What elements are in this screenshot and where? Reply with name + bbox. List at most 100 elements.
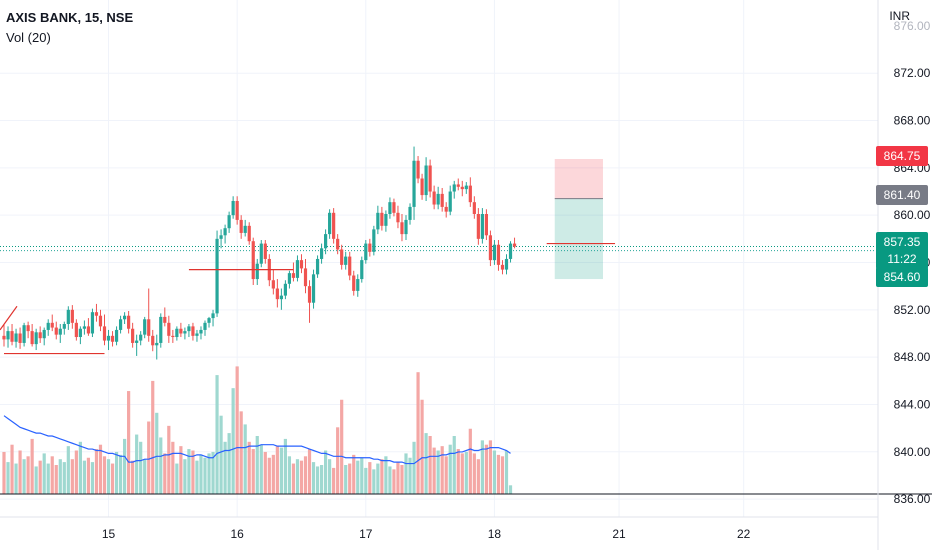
candle-body[interactable] <box>404 219 408 235</box>
candle-body[interactable] <box>147 319 151 336</box>
candle-body[interactable] <box>106 335 111 341</box>
candle-body[interactable] <box>324 234 328 249</box>
candle-body[interactable] <box>364 243 368 261</box>
candle-body[interactable] <box>299 260 304 269</box>
candle-body[interactable] <box>135 340 139 343</box>
candle-body[interactable] <box>151 335 155 346</box>
candle-body[interactable] <box>396 212 400 223</box>
candle-body[interactable] <box>448 191 452 212</box>
candle-body[interactable] <box>78 328 82 338</box>
candle-body[interactable] <box>500 264 505 270</box>
candle-body[interactable] <box>336 238 340 250</box>
candle-body[interactable] <box>235 200 239 220</box>
candle-body[interactable] <box>195 333 199 336</box>
candle-body[interactable] <box>143 319 147 335</box>
candle-body[interactable] <box>311 274 316 303</box>
candle-body[interactable] <box>408 206 412 220</box>
candle-body[interactable] <box>187 326 191 332</box>
candle-body[interactable] <box>372 229 376 252</box>
candle-body[interactable] <box>468 185 472 203</box>
candle-body[interactable] <box>263 243 267 259</box>
candle-body[interactable] <box>400 222 404 235</box>
candle-body[interactable] <box>436 193 440 205</box>
candle-body[interactable] <box>492 244 497 261</box>
candle-body[interactable] <box>444 206 448 212</box>
candle-body[interactable] <box>348 256 352 276</box>
candle-body[interactable] <box>412 160 416 207</box>
candle-body[interactable] <box>127 315 131 329</box>
candle-body[interactable] <box>307 286 312 303</box>
position-risk-zone[interactable] <box>554 158 603 199</box>
candle-body[interactable] <box>163 316 167 323</box>
candle-body[interactable] <box>319 248 324 259</box>
candle-body[interactable] <box>70 309 74 323</box>
candle-body[interactable] <box>22 325 26 343</box>
candle-body[interactable] <box>416 160 420 179</box>
candle-body[interactable] <box>496 244 501 265</box>
candle-body[interactable] <box>38 332 42 339</box>
candle-body[interactable] <box>167 322 171 336</box>
candle-body[interactable] <box>46 322 50 330</box>
candle-body[interactable] <box>94 312 99 316</box>
candle-body[interactable] <box>215 238 219 314</box>
candle-body[interactable] <box>472 202 476 214</box>
candle-body[interactable] <box>392 202 396 213</box>
candle-body[interactable] <box>356 279 360 291</box>
candle-body[interactable] <box>456 184 460 187</box>
candle-body[interactable] <box>50 322 54 328</box>
symbol-title[interactable]: AXIS BANK, 15, NSE <box>6 10 134 25</box>
candle-body[interactable] <box>360 260 364 280</box>
candle-body[interactable] <box>171 335 175 338</box>
candle-body[interactable] <box>203 322 207 330</box>
candle-body[interactable] <box>432 191 436 205</box>
candle-body[interactable] <box>420 178 424 196</box>
candle-body[interactable] <box>227 215 231 229</box>
candle-body[interactable] <box>428 165 432 192</box>
candle-body[interactable] <box>82 326 86 329</box>
candle-body[interactable] <box>283 283 287 296</box>
candle-body[interactable] <box>328 212 332 235</box>
candle-body[interactable] <box>332 212 336 239</box>
candle-body[interactable] <box>512 243 517 247</box>
candle-body[interactable] <box>118 319 123 330</box>
candle-body[interactable] <box>279 295 283 300</box>
candle-body[interactable] <box>295 260 300 278</box>
candle-body[interactable] <box>239 219 243 233</box>
candle-body[interactable] <box>287 273 292 284</box>
candle-body[interactable] <box>440 193 444 207</box>
candle-body[interactable] <box>484 214 488 236</box>
volume-indicator-label[interactable]: Vol (20) <box>6 30 51 45</box>
candle-body[interactable] <box>376 212 380 230</box>
candle-body[interactable] <box>303 268 308 287</box>
candle-body[interactable] <box>98 315 103 327</box>
currency-label[interactable]: INR <box>889 9 910 23</box>
candle-body[interactable] <box>352 275 356 291</box>
candle-body[interactable] <box>251 241 255 280</box>
candle-body[interactable] <box>380 212 384 226</box>
candle-body[interactable] <box>207 318 211 323</box>
candle-body[interactable] <box>42 329 46 339</box>
candle-body[interactable] <box>388 202 392 214</box>
candle-body[interactable] <box>90 312 95 334</box>
candle-body[interactable] <box>62 324 66 329</box>
candle-body[interactable] <box>243 225 247 233</box>
candle-body[interactable] <box>480 214 484 239</box>
candle-body[interactable] <box>2 335 6 340</box>
candle-body[interactable] <box>344 256 348 265</box>
candle-body[interactable] <box>255 263 259 280</box>
candle-body[interactable] <box>191 326 195 336</box>
candle-body[interactable] <box>123 315 127 320</box>
candle-body[interactable] <box>460 186 464 190</box>
candle-body[interactable] <box>259 243 263 264</box>
drawn-trend-line[interactable] <box>0 305 18 331</box>
candle-body[interactable] <box>424 165 428 196</box>
candle-body[interactable] <box>14 333 18 342</box>
candle-body[interactable] <box>74 322 78 338</box>
candle-body[interactable] <box>114 329 119 342</box>
candle-body[interactable] <box>102 326 107 341</box>
candle-body[interactable] <box>139 334 143 341</box>
candle-body[interactable] <box>508 243 513 259</box>
candle-body[interactable] <box>58 328 62 335</box>
candle-body[interactable] <box>110 335 115 342</box>
